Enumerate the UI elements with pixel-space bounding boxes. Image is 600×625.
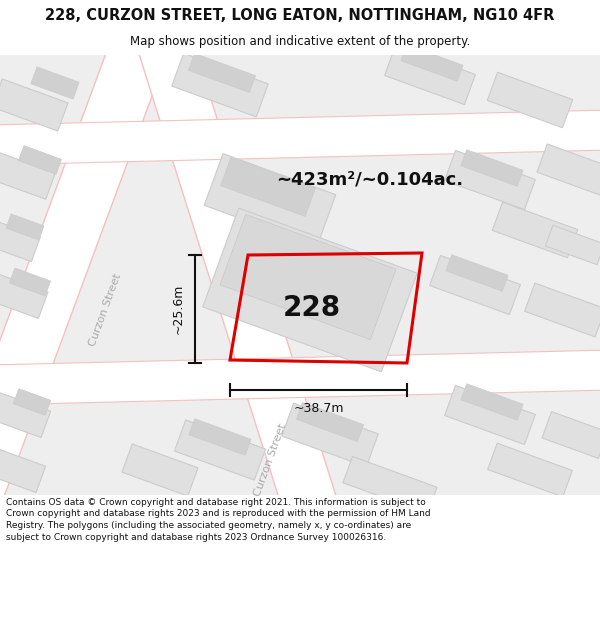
Polygon shape: [401, 45, 463, 81]
Polygon shape: [31, 67, 79, 99]
Text: ~423m²/~0.104ac.: ~423m²/~0.104ac.: [277, 171, 464, 189]
Text: Curzon Street: Curzon Street: [87, 272, 123, 348]
Polygon shape: [524, 283, 600, 337]
Polygon shape: [461, 150, 523, 186]
Text: Contains OS data © Crown copyright and database right 2021. This information is : Contains OS data © Crown copyright and d…: [6, 498, 431, 542]
Polygon shape: [175, 420, 266, 480]
Polygon shape: [13, 389, 51, 416]
Polygon shape: [0, 151, 55, 199]
Polygon shape: [542, 412, 600, 458]
Text: 228, CURZON STREET, LONG EATON, NOTTINGHAM, NG10 4FR: 228, CURZON STREET, LONG EATON, NOTTINGH…: [46, 8, 554, 23]
Polygon shape: [430, 256, 520, 314]
Polygon shape: [0, 35, 167, 515]
Polygon shape: [487, 72, 573, 127]
Polygon shape: [172, 53, 268, 117]
Text: 228: 228: [283, 294, 341, 322]
Polygon shape: [537, 144, 600, 196]
Polygon shape: [0, 272, 48, 318]
Polygon shape: [19, 146, 62, 174]
Polygon shape: [122, 444, 198, 496]
Polygon shape: [446, 255, 508, 291]
Polygon shape: [189, 419, 251, 455]
Text: ~38.7m: ~38.7m: [293, 401, 344, 414]
Polygon shape: [188, 53, 256, 92]
Polygon shape: [282, 403, 378, 467]
Polygon shape: [0, 350, 600, 405]
Polygon shape: [461, 384, 523, 420]
Polygon shape: [488, 443, 572, 497]
Polygon shape: [445, 386, 535, 444]
Polygon shape: [296, 402, 364, 442]
Polygon shape: [221, 158, 316, 216]
Polygon shape: [0, 218, 40, 262]
Text: Curzon Street: Curzon Street: [252, 422, 288, 498]
Polygon shape: [492, 202, 578, 258]
Text: ~25.6m: ~25.6m: [172, 284, 185, 334]
Polygon shape: [204, 154, 336, 246]
Polygon shape: [0, 448, 46, 493]
Text: Map shows position and indicative extent of the property.: Map shows position and indicative extent…: [130, 35, 470, 48]
Polygon shape: [0, 55, 600, 495]
Polygon shape: [6, 214, 44, 240]
Polygon shape: [0, 79, 68, 131]
Polygon shape: [139, 37, 336, 513]
Polygon shape: [0, 110, 600, 165]
Polygon shape: [445, 151, 535, 209]
Polygon shape: [545, 225, 600, 265]
Polygon shape: [220, 214, 396, 339]
Polygon shape: [203, 208, 417, 372]
Polygon shape: [343, 456, 437, 514]
Polygon shape: [0, 392, 50, 438]
Polygon shape: [10, 268, 50, 296]
Polygon shape: [385, 46, 475, 104]
